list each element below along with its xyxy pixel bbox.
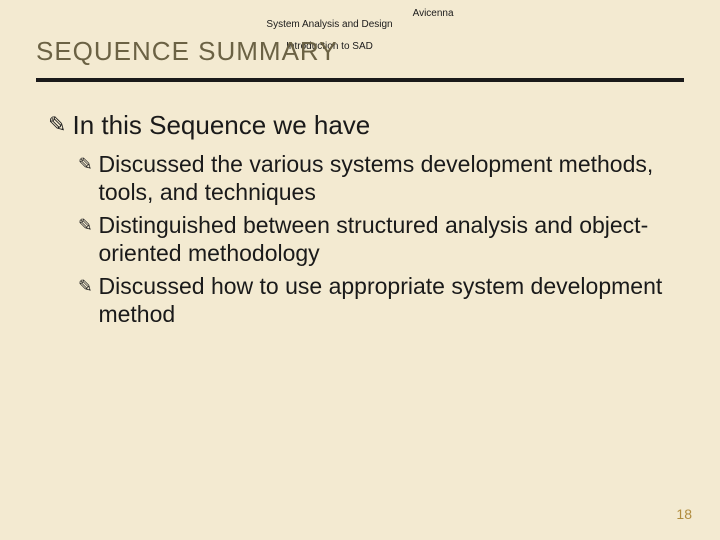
pencil-icon: ✎	[78, 151, 92, 173]
slide-content: ✎ In this Sequence we have ✎ Discussed t…	[48, 110, 672, 335]
bullet-level2: ✎ Discussed how to use appropriate syste…	[78, 273, 672, 328]
title-underline	[36, 78, 684, 82]
bullet-level2: ✎ Distinguished between structured analy…	[78, 212, 672, 267]
pencil-icon: ✎	[48, 110, 67, 137]
bullet-level2: ✎ Discussed the various systems developm…	[78, 151, 672, 206]
slide: System Analysis and Design Introduction …	[0, 0, 720, 540]
pencil-icon: ✎	[78, 212, 92, 234]
page-number: 18	[676, 506, 692, 522]
meta-course: System Analysis and Design	[266, 19, 392, 30]
slide-title: SEQUENCE SUMMARY	[36, 36, 338, 67]
bullet-text: In this Sequence we have	[73, 110, 672, 141]
bullet-text: Discussed how to use appropriate system …	[98, 273, 672, 328]
bullet-text: Discussed the various systems developmen…	[98, 151, 672, 206]
header-meta-right: Avicenna	[413, 8, 454, 19]
bullet-level1: ✎ In this Sequence we have	[48, 110, 672, 141]
bullet-text: Distinguished between structured analysi…	[98, 212, 672, 267]
pencil-icon: ✎	[78, 273, 92, 295]
